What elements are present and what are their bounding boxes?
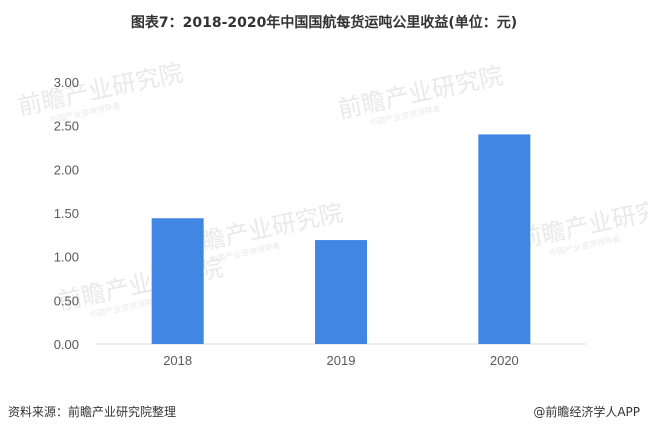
chart-title: 图表7：2018-2020年中国国航每货运吨公里收益(单位：元) <box>130 15 518 31</box>
credit-note: @前瞻经济学人APP <box>533 405 640 419</box>
y-tick-label: 1.50 <box>54 206 79 221</box>
source-note: 资料来源：前瞻产业研究院整理 <box>8 405 177 419</box>
x-tick-label: 2019 <box>327 353 356 368</box>
y-axis: 0.00 0.50 1.00 1.50 2.00 2.50 3.00 <box>54 75 79 352</box>
y-tick-label: 2.50 <box>54 119 79 134</box>
y-tick-label: 1.00 <box>54 250 79 265</box>
x-axis: 2018 2019 2020 <box>163 353 519 368</box>
x-tick-label: 2018 <box>163 353 192 368</box>
y-tick-label: 3.00 <box>54 75 79 90</box>
bars-group <box>151 134 531 344</box>
y-tick-label: 0.50 <box>54 293 79 308</box>
y-tick-label: 0.00 <box>54 337 79 352</box>
bar-2019 <box>315 240 367 344</box>
bar-2018 <box>151 218 204 344</box>
bar-2020 <box>478 134 531 344</box>
x-tick-label: 2020 <box>490 353 519 368</box>
y-tick-label: 2.00 <box>54 162 79 177</box>
